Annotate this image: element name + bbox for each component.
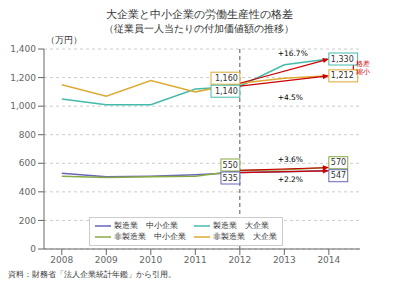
svg-text:800: 800 (19, 130, 36, 140)
svg-text:1,140: 1,140 (215, 87, 238, 96)
svg-text:+16.7%: +16.7% (278, 49, 308, 58)
html-text:非製造業 中小企業: 非製造業 中小企業 (114, 232, 187, 241)
svg-text:2014: 2014 (317, 255, 340, 265)
svg-text:1,200: 1,200 (10, 73, 36, 83)
svg-text:2008: 2008 (50, 255, 73, 265)
html-text:製造業 中小企業: 製造業 中小企業 (114, 221, 179, 230)
svg-text:600: 600 (19, 158, 36, 168)
svg-text:1,212: 1,212 (331, 71, 354, 80)
svg-text:200: 200 (19, 216, 36, 226)
html-text:資料：財務省「法人企業統計年鑑」から引用。: 資料：財務省「法人企業統計年鑑」から引用。 (8, 270, 176, 279)
svg-text:1,000: 1,000 (10, 101, 36, 111)
html-text:非製造業 大企業: 非製造業 大企業 (213, 232, 278, 241)
svg-text:1,400: 1,400 (10, 44, 36, 54)
html-text:大企業と中小企業の労働生産性の格差: 大企業と中小企業の労働生産性の格差 (105, 8, 293, 21)
svg-text:+3.6%: +3.6% (278, 155, 303, 164)
svg-text:400: 400 (19, 187, 36, 197)
svg-text:535: 535 (223, 174, 238, 183)
svg-text:2009: 2009 (95, 255, 118, 265)
svg-text:2011: 2011 (184, 255, 207, 265)
svg-text:+2.2%: +2.2% (278, 175, 303, 184)
html-text:（万円）: （万円） (46, 35, 82, 45)
svg-text:2010: 2010 (139, 255, 162, 265)
svg-text:2012: 2012 (228, 255, 251, 265)
svg-text:+4.5%: +4.5% (278, 93, 303, 102)
svg-text:550: 550 (223, 161, 238, 170)
html-text:（従業員一人当たりの付加価値額の推移）: （従業員一人当たりの付加価値額の推移） (104, 23, 294, 34)
svg-text:2013: 2013 (273, 255, 296, 265)
svg-text:格差縮小: 格差縮小 (355, 60, 370, 76)
svg-text:0: 0 (30, 244, 36, 254)
svg-text:547: 547 (331, 171, 346, 180)
svg-text:1,330: 1,330 (331, 55, 354, 64)
svg-text:570: 570 (331, 158, 346, 167)
html-text:製造業 大企業: 製造業 大企業 (213, 221, 270, 230)
svg-text:1,160: 1,160 (215, 74, 238, 83)
